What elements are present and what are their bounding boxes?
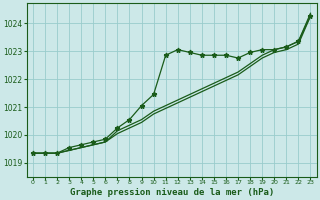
X-axis label: Graphe pression niveau de la mer (hPa): Graphe pression niveau de la mer (hPa) [69, 188, 274, 197]
